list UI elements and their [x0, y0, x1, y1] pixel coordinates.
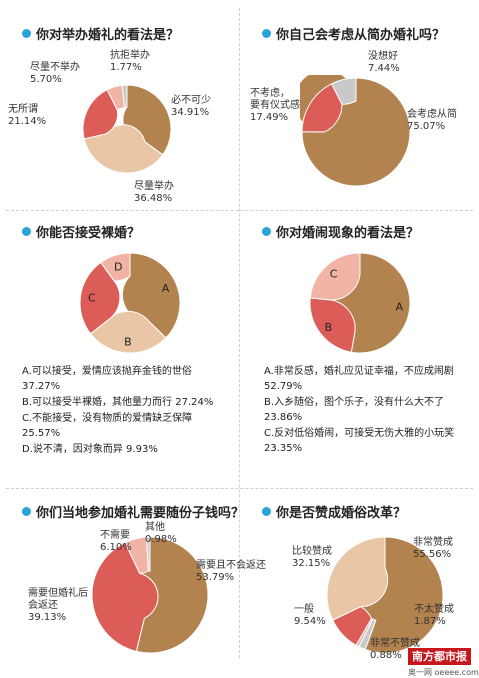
- bullet-icon: [22, 227, 31, 236]
- chart-2-label-meixianghao: 没想好 7.44%: [368, 51, 400, 74]
- slice-letter-c: C: [88, 291, 96, 304]
- newspaper-logo: 南方都市报: [408, 648, 471, 665]
- chart-2-label-bukaolv: 不考虑， 要有仪式感 17.49%: [250, 88, 300, 123]
- chart-4-title: 你对婚闹现象的看法是？: [262, 222, 419, 241]
- slice-1-5: [121, 84, 128, 108]
- legend-item-a: A.可以接受，爱情应该抛弃金钱的世俗 37.27%: [22, 366, 192, 392]
- center-divider: [239, 8, 241, 658]
- legend-item-c: C.不能接受，没有物质的爱情缺乏保障 25.57%: [22, 413, 193, 439]
- chart-2-title: 你自己会考虑从简办婚礼吗？: [262, 24, 445, 43]
- chart-1-title: 你对举办婚礼的看法是？: [22, 24, 179, 43]
- slice-letter-a: A: [396, 300, 404, 313]
- legend-item-b: B.可以接受半裸婚，其他量力而行 27.24%: [22, 397, 214, 408]
- chart-4-donut: A B C: [309, 252, 411, 354]
- slice-6-5: [326, 536, 389, 621]
- chart-1-label-wusuowei: 无所谓 21.14%: [8, 104, 47, 127]
- slice-letter-b: B: [325, 321, 333, 334]
- bullet-icon: [262, 227, 271, 236]
- chart-2-label-congjian: 会考虑从简 75.07%: [407, 109, 457, 132]
- legend-item-a: A.非常反感，婚礼应见证幸福，不应成闹剧 52.79%: [264, 366, 454, 392]
- chart-6-label-butai: 不太赞成 1.87%: [414, 604, 454, 627]
- watermark: 奥一网 oeeee.com: [408, 668, 479, 677]
- bullet-icon: [22, 29, 31, 38]
- slice-3-4: [100, 252, 131, 282]
- chart-6-donut: [326, 536, 444, 654]
- chart-4-legend: A.非常反感，婚礼应见证幸福，不应成闹剧 52.79% B.入乡随俗，图个乐子，…: [264, 364, 464, 457]
- slice-5-2: [91, 541, 159, 652]
- chart-5-label-huifanhuan: 需要但婚礼后 会返还 39.13%: [28, 588, 88, 623]
- chart-1-donut: [82, 84, 172, 174]
- chart-5-donut: [91, 536, 209, 654]
- chart-3-title: 你能否接受裸婚？: [22, 222, 140, 241]
- chart-6-label-bijiao: 比较赞成 32.15%: [292, 546, 332, 569]
- slice-letter-d: D: [114, 260, 122, 273]
- chart-3-donut: A B C D: [79, 252, 181, 354]
- row-divider-1: [6, 210, 473, 212]
- chart-6-title: 你是否赞成婚俗改革？: [262, 502, 406, 521]
- slice-5-4: [145, 536, 151, 572]
- legend-item-b: B.入乡随俗，图个乐子，没有什么大不了23.86%: [264, 397, 445, 423]
- bullet-icon: [262, 507, 271, 516]
- chart-3-legend: A.可以接受，爱情应该抛弃金钱的世俗 37.27% B.可以接受半裸婚，其他量力…: [22, 364, 227, 458]
- chart-1-label-kangju: 抗拒举办 1.77%: [110, 50, 150, 73]
- slice-2-3: [330, 77, 357, 105]
- bullet-icon: [262, 29, 271, 38]
- chart-5-label-buxuyao: 不需要 6.10%: [100, 530, 132, 553]
- chart-5-title: 你们当地参加婚礼需要随份子钱吗？: [22, 502, 244, 521]
- legend-item-c: C.反对低俗婚闹，可接受无伤大雅的小玩笑23.35%: [264, 428, 455, 454]
- chart-5-label-buhuifanhuan: 需要且不会返还 53.79%: [196, 560, 266, 583]
- chart-5-label-qita: 其他 0.98%: [145, 522, 177, 545]
- chart-1-label-jinliang: 尽量举办 36.48%: [134, 181, 174, 204]
- slice-letter-a: A: [162, 282, 170, 295]
- chart-1-label-biba: 必不可少 34.91%: [171, 95, 211, 118]
- slice-letter-b: B: [124, 335, 132, 348]
- chart-1-label-bujuban: 尽量不举办 5.70%: [30, 62, 80, 85]
- chart-2-donut: [300, 75, 411, 187]
- chart-6-label-yiban: 一般 9.54%: [294, 604, 326, 627]
- slice-1-2: [83, 124, 164, 174]
- row-divider-2: [6, 488, 473, 490]
- bullet-icon: [22, 507, 31, 516]
- legend-item-d: D.说不清，因对象而异 9.93%: [22, 444, 158, 455]
- chart-6-label-feichang: 非常赞成 55.56%: [413, 537, 453, 560]
- chart-6-label-feichangbu: 非常不赞成 0.88%: [370, 638, 420, 661]
- slice-4-3: [309, 252, 361, 301]
- slice-letter-c: C: [330, 268, 338, 281]
